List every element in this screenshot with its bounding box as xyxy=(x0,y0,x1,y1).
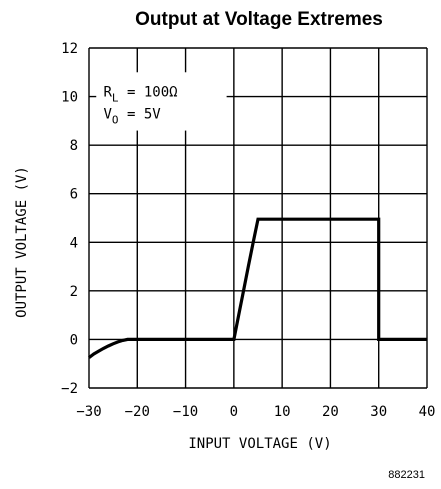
y-axis-label: OUTPUT VOLTAGE (V) xyxy=(14,166,30,318)
y-tick-label: 0 xyxy=(70,332,78,348)
rl-value: = 100Ω xyxy=(119,85,178,101)
chart-title: Output at Voltage Extremes xyxy=(135,9,383,30)
y-tick-label: 8 xyxy=(70,138,78,154)
vo-value: = 5V xyxy=(119,106,162,122)
figure-id: 882231 xyxy=(388,469,425,481)
y-tick-label: 4 xyxy=(70,235,78,251)
series-layer xyxy=(89,219,427,357)
x-tick-label: 30 xyxy=(370,404,387,420)
x-tick-label: −20 xyxy=(125,404,150,420)
x-tick-label: 10 xyxy=(274,404,291,420)
vo-subscript: O xyxy=(112,113,119,126)
x-tick-label: 20 xyxy=(322,404,339,420)
y-tick-label: 6 xyxy=(70,187,78,203)
x-tick-label: 0 xyxy=(230,404,238,420)
x-tick-label: −30 xyxy=(76,404,101,420)
y-tick-label: 12 xyxy=(61,41,78,57)
y-tick-label: 10 xyxy=(61,90,78,106)
y-tick-label: 2 xyxy=(70,284,78,300)
y-tick-label: −2 xyxy=(61,381,78,397)
x-tick-label: 40 xyxy=(419,404,436,420)
x-axis-label: INPUT VOLTAGE (V) xyxy=(188,436,331,452)
x-tick-label: −10 xyxy=(173,404,198,420)
series-line xyxy=(89,219,427,357)
